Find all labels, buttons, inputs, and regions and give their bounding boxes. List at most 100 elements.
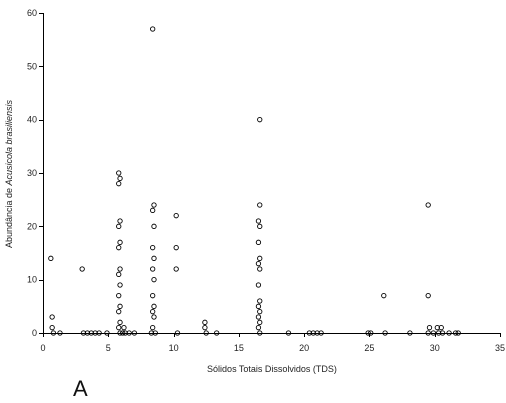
data-point	[435, 330, 442, 336]
data-point	[116, 181, 122, 187]
data-point	[151, 202, 157, 208]
x-ticks: 0 5 10 15 20 25 30 35	[40, 333, 505, 353]
data-point	[257, 298, 263, 304]
data-point	[150, 266, 156, 272]
data-point	[116, 245, 122, 251]
data-point	[202, 319, 208, 325]
y-ticks: 0 10 20 30 40 50 60	[27, 8, 43, 338]
data-point	[92, 330, 98, 336]
data-point	[438, 325, 444, 331]
data-point	[49, 314, 55, 320]
data-point	[257, 117, 263, 123]
data-point	[117, 330, 123, 336]
y-axis-label-species: Acusicola brasiliensis	[4, 99, 14, 186]
y-tick-label: 30	[27, 168, 37, 178]
data-point	[365, 330, 371, 336]
data-point	[257, 319, 263, 325]
data-point	[116, 293, 122, 299]
data-point	[257, 309, 263, 315]
data-point	[117, 303, 123, 309]
y-axis-label: Abundância de Acusicola brasiliensis	[4, 99, 14, 248]
data-point	[174, 330, 181, 336]
data-point	[126, 330, 132, 336]
data-point	[117, 319, 123, 325]
data-point	[203, 330, 209, 336]
data-point	[425, 202, 431, 208]
data-point	[382, 330, 388, 336]
y-tick-label: 50	[27, 61, 37, 71]
data-point	[455, 330, 461, 336]
data-point	[116, 223, 122, 229]
data-point	[122, 330, 128, 336]
data-point	[407, 330, 413, 336]
data-point	[255, 239, 262, 245]
data-point	[214, 330, 220, 336]
data-point	[318, 330, 324, 336]
data-point	[255, 303, 262, 309]
x-tick-label: 20	[299, 343, 309, 353]
y-tick-label: 0	[32, 328, 37, 338]
data-point	[117, 239, 123, 245]
data-point	[50, 330, 57, 336]
data-point	[151, 314, 157, 320]
data-point	[425, 330, 431, 336]
data-point	[116, 271, 122, 277]
data-point	[439, 330, 446, 336]
data-point	[430, 330, 437, 336]
data-point	[150, 26, 156, 32]
data-point	[285, 330, 292, 336]
data-point	[381, 293, 387, 299]
data-point	[255, 314, 262, 320]
data-point	[79, 266, 85, 272]
data-point	[257, 330, 263, 336]
data-point	[151, 223, 157, 229]
data-point	[152, 330, 158, 336]
data-point	[151, 277, 157, 283]
data-point	[121, 325, 127, 331]
data-point	[49, 325, 55, 331]
data-point	[116, 309, 122, 315]
data-point	[116, 325, 122, 331]
data-point	[150, 293, 156, 299]
x-tick-label: 25	[364, 343, 374, 353]
data-point	[48, 255, 54, 261]
data-point	[255, 282, 262, 288]
data-point	[173, 213, 179, 219]
data-point	[117, 175, 123, 181]
data-point	[255, 261, 262, 267]
y-tick-label: 20	[27, 221, 37, 231]
y-tick-label: 40	[27, 115, 37, 125]
y-axis-label-prefix: Abundância de	[4, 185, 14, 248]
data-point	[88, 330, 94, 336]
x-tick-label: 0	[40, 343, 45, 353]
data-point	[151, 255, 157, 261]
data-point	[150, 309, 156, 315]
data-point	[255, 218, 262, 224]
panel-label: A	[73, 376, 88, 401]
x-tick-label: 5	[106, 343, 111, 353]
data-point	[434, 325, 440, 331]
data-point	[151, 303, 157, 309]
data-point	[202, 325, 208, 331]
y-tick-label: 60	[27, 8, 37, 18]
x-tick-label: 15	[234, 343, 244, 353]
data-point	[131, 330, 138, 336]
data-point	[117, 218, 123, 224]
data-point	[116, 170, 122, 176]
x-tick-label: 10	[169, 343, 179, 353]
axes	[43, 13, 500, 334]
data-point	[150, 245, 156, 251]
data-point	[310, 330, 316, 336]
data-point	[452, 330, 459, 336]
x-tick-label: 30	[430, 343, 440, 353]
data-point	[117, 282, 123, 288]
data-point	[368, 330, 374, 336]
data-point	[57, 330, 63, 336]
data-point	[104, 330, 110, 336]
data-point	[425, 293, 431, 299]
y-tick-label: 10	[27, 275, 37, 285]
x-axis-label: Sólidos Totais Dissolvidos (TDS)	[207, 364, 337, 374]
data-point	[150, 325, 156, 331]
data-point	[257, 223, 263, 229]
